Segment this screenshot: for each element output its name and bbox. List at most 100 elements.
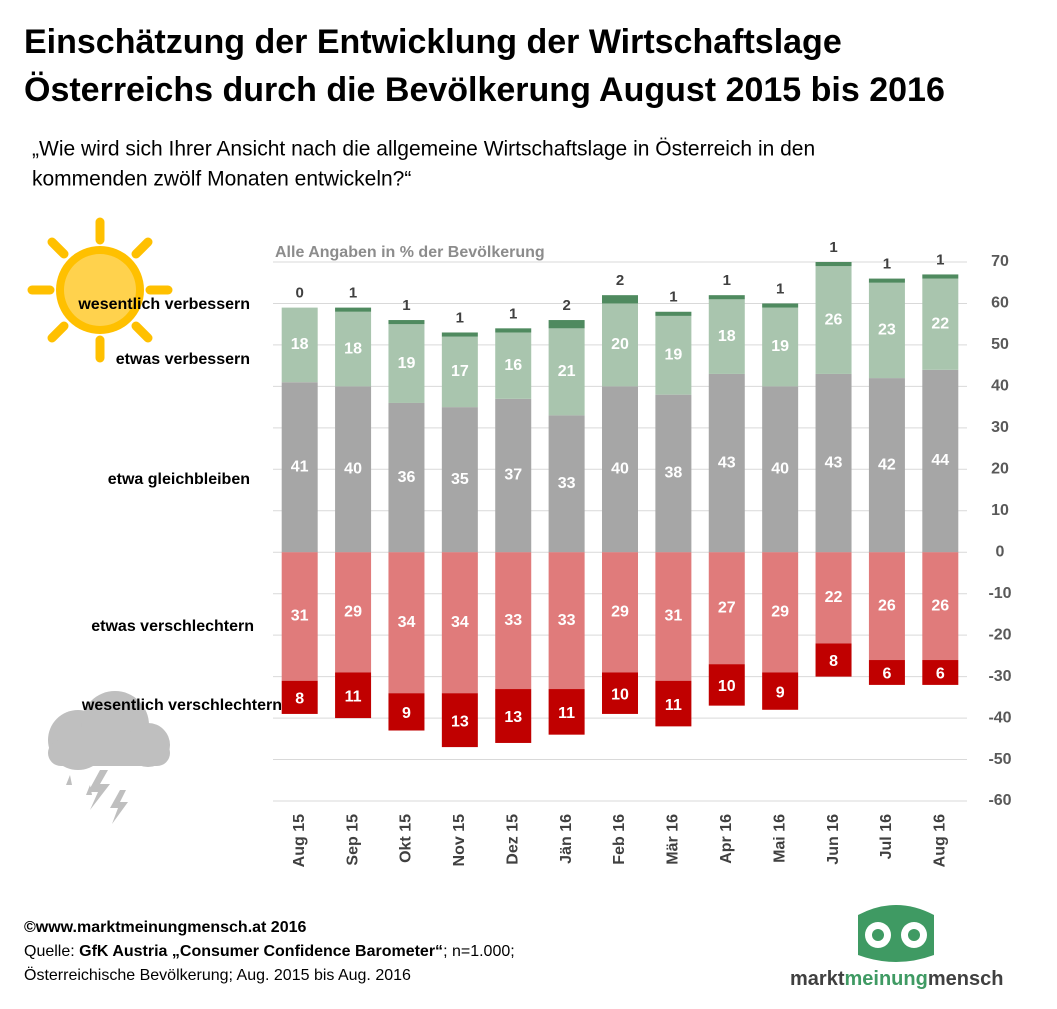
owl-logo: [858, 905, 934, 962]
bar-segment: [388, 320, 425, 325]
bar-segment: [868, 282, 905, 379]
bar-segment: [655, 315, 692, 395]
data-label: 40: [344, 461, 362, 478]
bar-segment: [655, 311, 692, 316]
data-label: 2: [562, 297, 570, 314]
x-tick-label: Apr 16: [718, 814, 735, 864]
data-label: 38: [664, 465, 682, 482]
x-tick-label: Feb 16: [611, 814, 628, 865]
bar-segment: [548, 415, 585, 553]
data-label: 40: [611, 461, 629, 478]
data-label: 33: [504, 612, 522, 629]
bar-segment: [495, 398, 532, 553]
bar-segment: [388, 693, 425, 731]
x-tick-label: Jun 16: [825, 814, 842, 865]
data-label: 22: [825, 589, 843, 606]
logo-part: markt: [790, 968, 845, 990]
y-tick-label: -60: [988, 792, 1011, 809]
data-label: 6: [936, 666, 945, 683]
data-label: 37: [504, 467, 522, 484]
bar-segment: [762, 386, 799, 553]
data-label: 33: [558, 475, 576, 492]
y-tick-label: -20: [988, 626, 1011, 643]
data-label: 29: [771, 604, 789, 621]
bar-segment: [708, 664, 745, 706]
data-label: 19: [664, 347, 682, 364]
data-label: 26: [931, 597, 949, 614]
data-label: 1: [723, 272, 731, 289]
data-label: 6: [882, 666, 891, 683]
y-tick-label: 50: [991, 336, 1009, 353]
bar-segment: [815, 262, 852, 267]
x-tick-label: Nov 15: [451, 814, 468, 867]
data-label: 41: [291, 458, 309, 475]
data-label: 1: [829, 239, 837, 256]
bar-segment: [495, 689, 532, 743]
bar-segment: [281, 680, 318, 714]
bar-segment: [815, 552, 852, 644]
bar-segment: [335, 307, 372, 312]
data-label: 11: [558, 705, 575, 722]
legend-label: wesentlich verbessern: [77, 296, 250, 313]
bar-segment: [335, 672, 372, 719]
subtitle: „Wie wird sich Ihrer Ansicht nach die al…: [32, 138, 815, 161]
bar-segment: [548, 320, 585, 329]
bar-segment: [868, 378, 905, 553]
bar-segment: [388, 324, 425, 403]
data-label: 9: [402, 705, 411, 722]
bar-segment: [815, 266, 852, 374]
data-label: 26: [878, 597, 896, 614]
bar-segment: [548, 689, 585, 735]
bar-segment: [495, 332, 532, 399]
x-tick-label: Mai 16: [771, 814, 788, 863]
data-label: 18: [291, 336, 309, 353]
cloud-icon: [48, 691, 170, 824]
bar-segment: [441, 336, 478, 408]
bar-segment: [602, 386, 638, 553]
x-tick-label: Sep 15: [344, 814, 361, 866]
bar-segment: [762, 552, 799, 673]
bar-segment: [708, 295, 745, 300]
data-label: 19: [771, 338, 789, 355]
data-label: 8: [829, 653, 838, 670]
y-tick-label: 0: [996, 543, 1005, 560]
bar-segment: [495, 328, 532, 333]
source-prefix: Quelle:: [24, 943, 79, 960]
bar-segment: [548, 552, 585, 690]
source-suffix: ; n=1.000;: [443, 943, 515, 960]
bar-segment: [815, 643, 852, 677]
bar-segment: [708, 552, 745, 665]
x-tick-label: Jän 16: [558, 814, 575, 864]
data-label: 1: [402, 297, 410, 314]
bar-segment: [441, 332, 478, 337]
bar-segment: [281, 382, 318, 553]
bar-segment: [868, 552, 905, 661]
data-label: 10: [718, 678, 736, 695]
data-label: 18: [718, 328, 736, 345]
bar-segment: [441, 552, 478, 694]
data-label: 1: [509, 305, 517, 322]
bar-segment: [602, 672, 638, 714]
data-label: 18: [344, 340, 362, 357]
data-label: 16: [504, 357, 522, 374]
copyright: ©www.marktmeinungmensch.at 2016: [24, 919, 307, 936]
bar-segment: [335, 552, 372, 673]
data-label: 29: [344, 604, 362, 621]
data-label: 9: [776, 684, 785, 701]
bar-segment: [441, 407, 478, 553]
y-tick-label: 70: [991, 253, 1009, 270]
data-label: 36: [398, 469, 416, 486]
data-label: 43: [718, 454, 736, 471]
bar-segment: [762, 303, 799, 308]
x-tick-label: Jul 16: [878, 814, 895, 859]
data-label: 29: [611, 604, 629, 621]
data-label: 27: [718, 599, 736, 616]
logo-part: meinung: [844, 968, 927, 990]
bar-segment: [495, 552, 532, 690]
data-label: 21: [558, 363, 576, 380]
bar-segment: [655, 394, 692, 553]
data-label: 13: [451, 713, 469, 730]
bar-segment: [922, 278, 959, 370]
data-label: 43: [825, 454, 843, 471]
title: Österreichs durch die Bevölkerung August…: [24, 71, 945, 109]
